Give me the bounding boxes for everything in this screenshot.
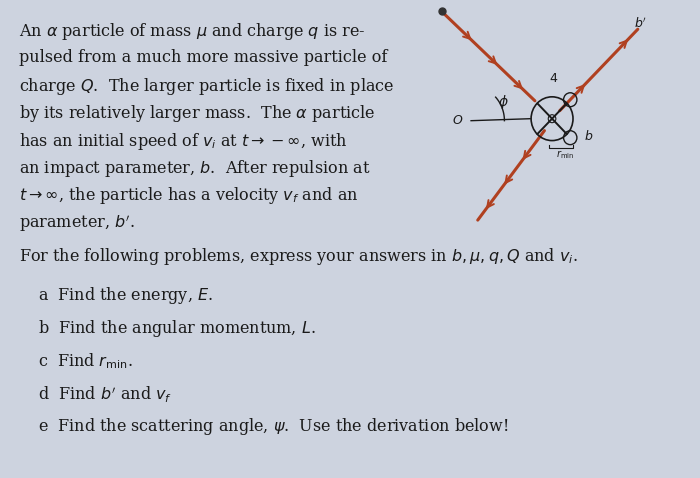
Text: $t \to \infty$, the particle has a velocity $v_f$ and an: $t \to \infty$, the particle has a veloc… — [18, 185, 358, 206]
Text: pulsed from a much more massive particle of: pulsed from a much more massive particle… — [18, 49, 387, 65]
Text: e  Find the scattering angle, $\psi$.  Use the derivation below!: e Find the scattering angle, $\psi$. Use… — [38, 416, 508, 437]
Text: b  Find the angular momentum, $L$.: b Find the angular momentum, $L$. — [38, 318, 315, 339]
Text: a  Find the energy, $E$.: a Find the energy, $E$. — [38, 285, 213, 306]
Text: $b'$: $b'$ — [634, 17, 648, 31]
Text: an impact parameter, $b$.  After repulsion at: an impact parameter, $b$. After repulsio… — [18, 158, 370, 179]
Text: For the following problems, express your answers in $b, \mu, q, Q$ and $v_i$.: For the following problems, express your… — [18, 246, 578, 267]
Text: $O$: $O$ — [452, 114, 463, 127]
Text: charge $Q$.  The larger particle is fixed in place: charge $Q$. The larger particle is fixed… — [18, 76, 394, 97]
Text: $4$: $4$ — [550, 72, 559, 85]
Text: $r_{\rm min}$: $r_{\rm min}$ — [556, 149, 574, 162]
Text: has an initial speed of $v_i$ at $t \to -\infty$, with: has an initial speed of $v_i$ at $t \to … — [18, 130, 347, 152]
Text: $\phi$: $\phi$ — [498, 93, 508, 111]
Text: by its relatively larger mass.  The $\alpha$ particle: by its relatively larger mass. The $\alp… — [18, 103, 374, 124]
Text: An $\alpha$ particle of mass $\mu$ and charge $q$ is re-: An $\alpha$ particle of mass $\mu$ and c… — [18, 22, 365, 42]
Text: $b$: $b$ — [584, 129, 594, 142]
Text: c  Find $r_{\rm min}$.: c Find $r_{\rm min}$. — [38, 351, 132, 370]
Text: d  Find $b'$ and $v_f$: d Find $b'$ and $v_f$ — [38, 384, 172, 403]
Text: parameter, $b'$.: parameter, $b'$. — [18, 213, 134, 234]
